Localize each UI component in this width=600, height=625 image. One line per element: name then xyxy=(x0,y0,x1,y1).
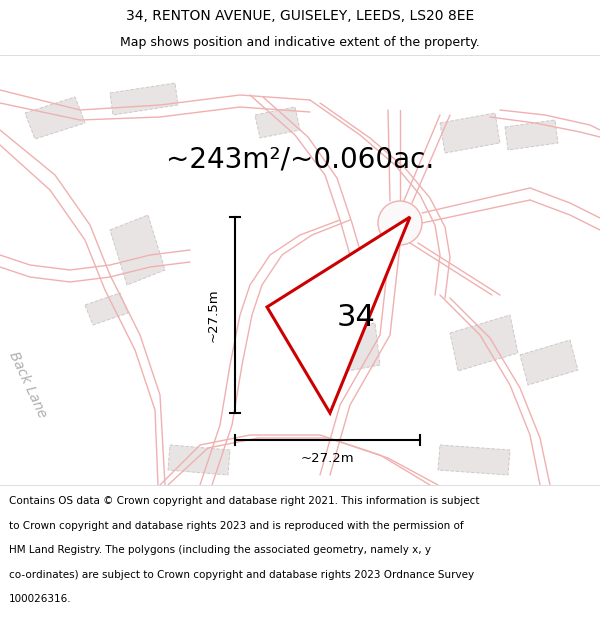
Text: 34, RENTON AVENUE, GUISELEY, LEEDS, LS20 8EE: 34, RENTON AVENUE, GUISELEY, LEEDS, LS20… xyxy=(126,9,474,24)
Text: Back Lane: Back Lane xyxy=(7,349,49,421)
Polygon shape xyxy=(110,215,165,285)
Polygon shape xyxy=(440,113,500,153)
Text: to Crown copyright and database rights 2023 and is reproduced with the permissio: to Crown copyright and database rights 2… xyxy=(9,521,464,531)
Polygon shape xyxy=(505,120,558,150)
Text: Contains OS data © Crown copyright and database right 2021. This information is : Contains OS data © Crown copyright and d… xyxy=(9,496,479,506)
Polygon shape xyxy=(85,293,128,325)
Polygon shape xyxy=(110,83,178,115)
Polygon shape xyxy=(25,97,85,139)
Text: 100026316.: 100026316. xyxy=(9,594,71,604)
Text: ~243m²/~0.060ac.: ~243m²/~0.060ac. xyxy=(166,146,434,174)
Polygon shape xyxy=(520,340,578,385)
Text: HM Land Registry. The polygons (including the associated geometry, namely x, y: HM Land Registry. The polygons (includin… xyxy=(9,545,431,555)
Text: ~27.5m: ~27.5m xyxy=(206,288,220,342)
Polygon shape xyxy=(168,445,230,475)
Text: co-ordinates) are subject to Crown copyright and database rights 2023 Ordnance S: co-ordinates) are subject to Crown copyr… xyxy=(9,570,474,580)
Polygon shape xyxy=(267,217,410,413)
Text: 34: 34 xyxy=(336,303,375,332)
Polygon shape xyxy=(310,323,380,377)
Circle shape xyxy=(378,201,422,245)
Polygon shape xyxy=(255,107,300,138)
Text: ~27.2m: ~27.2m xyxy=(301,451,355,464)
Text: Map shows position and indicative extent of the property.: Map shows position and indicative extent… xyxy=(120,36,480,49)
Polygon shape xyxy=(450,315,518,371)
Polygon shape xyxy=(438,445,510,475)
